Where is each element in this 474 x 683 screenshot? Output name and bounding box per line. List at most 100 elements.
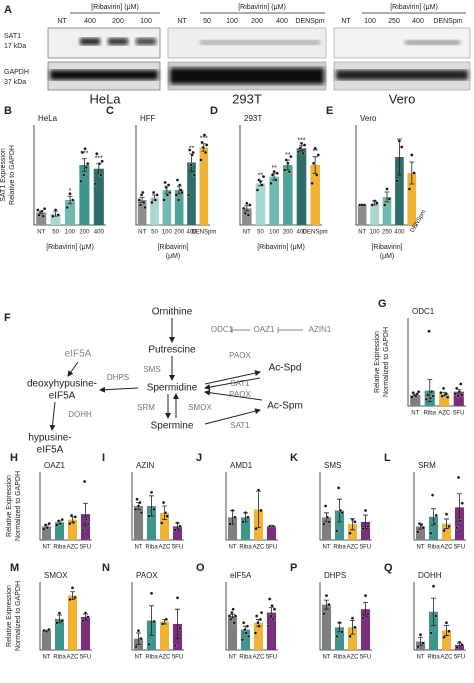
bar <box>146 506 157 540</box>
x-tick-label: 200 <box>174 230 185 236</box>
data-point <box>259 610 264 615</box>
bar <box>334 510 345 540</box>
bar <box>410 395 421 406</box>
x-tick-label: 50 <box>151 230 158 236</box>
bar <box>253 622 264 650</box>
panel-letter: H <box>10 452 18 464</box>
bar <box>227 517 238 540</box>
data-point <box>430 390 434 394</box>
x-tick-label: NT <box>229 545 237 551</box>
lane-label: 50 <box>203 18 211 25</box>
data-point <box>166 183 171 187</box>
bar <box>150 197 159 225</box>
data-point <box>163 511 168 515</box>
bar <box>36 212 47 225</box>
data-point <box>310 181 314 185</box>
data-point <box>395 179 399 183</box>
data-point <box>455 386 459 391</box>
data-point <box>427 329 431 333</box>
data-point <box>258 617 262 622</box>
y-axis-label: Relative Expression <box>6 585 13 647</box>
size-label: 17 kDa <box>4 43 26 50</box>
error-bar <box>444 624 449 636</box>
panel-letter: E <box>326 105 333 117</box>
data-point <box>243 627 247 632</box>
chart-title: HFF <box>140 114 156 123</box>
x-tick-label: Riba <box>239 655 252 661</box>
panel-letter: G <box>378 298 387 310</box>
x-tick-label: 5FU <box>454 655 465 661</box>
y-axis-label: Normalized to GAPDH <box>383 327 390 397</box>
data-point <box>136 629 141 633</box>
data-point <box>71 198 75 202</box>
bar <box>407 173 417 225</box>
error-bar <box>431 597 436 626</box>
data-point <box>335 634 339 639</box>
data-point <box>58 522 63 526</box>
x-tick-label: 250 <box>382 230 393 236</box>
error-bar <box>149 605 154 636</box>
enzyme: SAT1 <box>230 421 250 430</box>
data-point <box>133 507 138 512</box>
data-point <box>370 203 374 207</box>
data-point <box>350 616 355 620</box>
arrow <box>204 377 261 391</box>
data-point <box>444 621 449 625</box>
data-point <box>426 393 430 397</box>
x-tick-label: 100 <box>162 230 173 236</box>
data-point <box>460 643 464 647</box>
panel-letter: P <box>290 562 297 574</box>
x-tick-label: NT <box>43 545 51 551</box>
data-point <box>36 208 40 212</box>
enzyme: PAOX <box>229 390 251 399</box>
bar <box>360 521 371 540</box>
data-point <box>201 145 205 150</box>
data-point <box>80 150 85 155</box>
bar <box>172 526 183 540</box>
metabolite: Ac-Spd <box>269 363 302 374</box>
bar <box>439 393 450 406</box>
bar <box>454 644 465 650</box>
data-point <box>205 143 209 147</box>
data-point <box>81 619 85 623</box>
data-point <box>366 524 370 529</box>
panel-letter: I <box>102 452 105 464</box>
x-tick-label: 100 <box>269 230 280 236</box>
data-point <box>363 508 368 513</box>
data-point <box>84 165 89 170</box>
bar <box>395 157 404 225</box>
data-point <box>254 527 258 531</box>
data-point <box>350 517 355 522</box>
data-point <box>410 153 414 157</box>
inhibition <box>231 327 303 333</box>
x-tick-label: NT <box>229 655 237 661</box>
data-point <box>456 394 460 398</box>
cell-line: Vero <box>389 91 416 106</box>
data-point <box>255 188 260 192</box>
treatment-label: [Ribavirin] (μM) <box>91 4 139 11</box>
significance: *** <box>80 151 88 158</box>
significance: *** <box>95 156 103 163</box>
x-axis-label: (μM) <box>166 253 181 260</box>
data-point <box>155 193 159 197</box>
band <box>336 70 468 80</box>
enzyme: ODC1 <box>211 325 234 334</box>
band <box>136 38 156 45</box>
bar <box>240 629 251 650</box>
band <box>200 40 320 45</box>
data-point <box>410 395 414 399</box>
data-point <box>141 190 145 195</box>
x-axis-label: [Ribavirin] <box>157 244 188 251</box>
data-point <box>100 159 104 163</box>
x-tick-label: AZC <box>438 411 451 417</box>
metabolite: eIF5A <box>49 391 76 402</box>
data-point <box>40 209 44 213</box>
bar <box>360 609 371 650</box>
data-point <box>444 392 448 396</box>
bar <box>41 526 52 540</box>
data-point <box>316 153 320 157</box>
data-point <box>366 612 370 616</box>
data-point <box>268 597 272 601</box>
data-point <box>82 479 87 484</box>
error-bar <box>324 599 329 610</box>
